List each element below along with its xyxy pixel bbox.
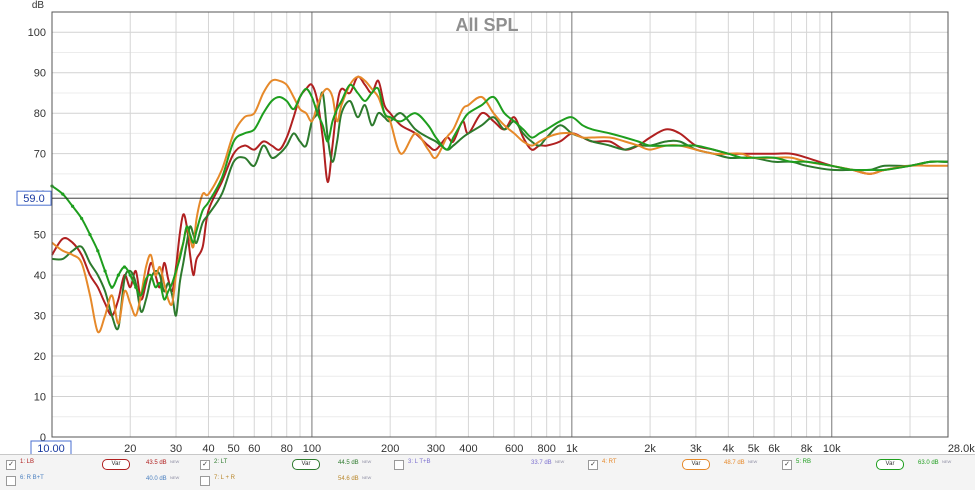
- series-line-2: [51, 91, 949, 331]
- cursor-x-readout-box: [30, 440, 72, 454]
- series-point: [88, 233, 92, 237]
- cursor-y-readout-box: [16, 190, 52, 206]
- legend-checkbox[interactable]: ✓: [200, 460, 210, 470]
- series-point: [96, 249, 100, 253]
- cursor-x-readout: 10.00: [37, 443, 65, 454]
- x-tick-label: 100: [303, 443, 321, 454]
- y-tick-label: 40: [34, 270, 46, 282]
- legend-series-tag: NEW: [170, 475, 180, 480]
- series-point: [61, 192, 65, 196]
- series-layer: [50, 75, 949, 334]
- y-tick-label: 20: [34, 351, 46, 363]
- legend-var-button[interactable]: Var: [292, 459, 320, 470]
- plot-frame: [51, 11, 949, 438]
- x-tick-label: 6k: [768, 443, 780, 454]
- y-tick-label: 50: [34, 230, 46, 242]
- series-point: [134, 285, 138, 289]
- legend-var-button[interactable]: Var: [682, 459, 710, 470]
- series-point: [128, 273, 132, 277]
- x-tick-label: 28.0kHz: [948, 443, 975, 454]
- legend-series-name: 1: LB: [20, 459, 35, 465]
- y-tick-label: 70: [34, 149, 46, 161]
- y-tick-label: 90: [34, 68, 46, 80]
- legend-item-3-lt-b[interactable]: 3: L T+B 33.7 dB NEW: [394, 457, 584, 473]
- y-tick-label: 100: [28, 27, 46, 39]
- legend-checkbox[interactable]: ✓: [6, 460, 16, 470]
- series-point: [122, 265, 127, 269]
- x-tick-label: 80: [281, 443, 293, 454]
- x-tick-label: 5k: [748, 443, 760, 454]
- legend-series-value: 43.5 dB: [146, 460, 167, 466]
- series-point: [110, 285, 114, 289]
- legend-checkbox[interactable]: [200, 476, 210, 486]
- legend-series-value: 33.7 dB: [531, 460, 552, 466]
- legend-checkbox[interactable]: ✓: [588, 460, 598, 470]
- legend-series-name: 6: R B+T: [20, 475, 44, 481]
- legend-row-1: ✓ 1: LB Var 43.5 dB NEW ✓ 2: LT Var 44.5…: [0, 457, 975, 473]
- legend-series-tag: NEW: [555, 459, 565, 464]
- series-point: [70, 204, 75, 208]
- legend-series-value: 54.6 dB: [338, 476, 359, 482]
- y-tick-label: 10: [34, 392, 46, 404]
- legend-series-name: 3: L T+B: [408, 459, 431, 465]
- y-tick-label: 0: [40, 432, 46, 444]
- x-tick-label: 10k: [823, 443, 841, 454]
- legend-series-name: 2: LT: [214, 459, 228, 465]
- legend-series-tag: NEW: [362, 459, 372, 464]
- x-tick-label: 60: [248, 443, 260, 454]
- legend-item-4-rt[interactable]: ✓ 4: RT Var 48.7 dB NEW: [588, 457, 778, 473]
- legend-item-1-lb[interactable]: ✓ 1: LB Var 43.5 dB NEW: [6, 457, 196, 473]
- y-axis-unit: dB: [32, 0, 45, 11]
- x-tick-label: 400: [459, 443, 477, 454]
- legend-series-name: 7: L + R: [214, 475, 235, 481]
- legend-series-tag: NEW: [942, 459, 952, 464]
- series-line-4: [51, 83, 949, 301]
- legend-series-name: 5: RB: [796, 459, 812, 465]
- legend-checkbox[interactable]: ✓: [782, 460, 792, 470]
- x-tick-label: 40: [202, 443, 214, 454]
- series-point: [103, 269, 107, 273]
- legend-item-6-rb-t[interactable]: 6: R B+T 40.0 dB NEW: [6, 473, 196, 489]
- legend-series-value: 48.7 dB: [724, 460, 745, 466]
- x-tick-label: 200: [381, 443, 399, 454]
- legend-series-name: 4: RT: [602, 459, 617, 465]
- legend-item-2-lt[interactable]: ✓ 2: LT Var 44.5 dB NEW: [200, 457, 390, 473]
- x-tick-label: 300: [427, 443, 445, 454]
- x-tick-label: 20: [124, 443, 136, 454]
- y-tick-label: 30: [34, 311, 46, 323]
- legend-series-tag: NEW: [748, 459, 758, 464]
- x-tick-label: 4k: [723, 443, 735, 454]
- legend-series-value: 40.0 dB: [146, 476, 167, 482]
- x-tick-label: 30: [170, 443, 182, 454]
- legend-series-tag: NEW: [362, 475, 372, 480]
- legend-panel: ✓ 1: LB Var 43.5 dB NEW ✓ 2: LT Var 44.5…: [0, 454, 975, 490]
- y-tick-label: 80: [34, 108, 46, 120]
- legend-var-button[interactable]: Var: [876, 459, 904, 470]
- legend-checkbox[interactable]: [394, 460, 404, 470]
- x-tick-label: 50: [228, 443, 240, 454]
- x-tick-label: 800: [537, 443, 555, 454]
- x-tick-label: 2k: [644, 443, 656, 454]
- x-tick-label: 1k: [566, 443, 578, 454]
- legend-series-value: 44.5 dB: [338, 460, 359, 466]
- legend-series-tag: NEW: [170, 459, 180, 464]
- x-tick-label: 3k: [690, 443, 702, 454]
- x-tick-labels: 20 30 40 50 60 80 100 200 300 400 600 800 1k 2k 3k 4k 5k…: [124, 443, 975, 454]
- legend-row-2: 6: R B+T 40.0 dB NEW 7: L + R 54.6 dB NE…: [0, 473, 975, 489]
- series-point: [80, 216, 84, 221]
- legend-var-button[interactable]: Var: [102, 459, 130, 470]
- legend-checkbox[interactable]: [6, 476, 16, 486]
- chart-title: All SPL: [455, 15, 518, 35]
- y-tick-labels: 0102030405060708090100: [28, 27, 46, 444]
- chart-background: [0, 0, 975, 454]
- cursor-y-readout: 59.0: [23, 193, 44, 205]
- x-tick-label: 8k: [801, 443, 813, 454]
- series-line-1: [51, 75, 949, 317]
- legend-item-5-rb[interactable]: ✓ 5: RB Var 63.0 dB NEW: [782, 457, 972, 473]
- spl-chart[interactable]: All SPL dB 0 10 20 30 40 50 60 70 80 90 100 20 30 40…: [0, 0, 975, 454]
- series-point: [116, 273, 120, 277]
- legend-series-value: 63.0 dB: [918, 460, 939, 466]
- x-tick-label: 600: [505, 443, 523, 454]
- legend-item-7-l-plus-r[interactable]: 7: L + R 54.6 dB NEW: [200, 473, 390, 489]
